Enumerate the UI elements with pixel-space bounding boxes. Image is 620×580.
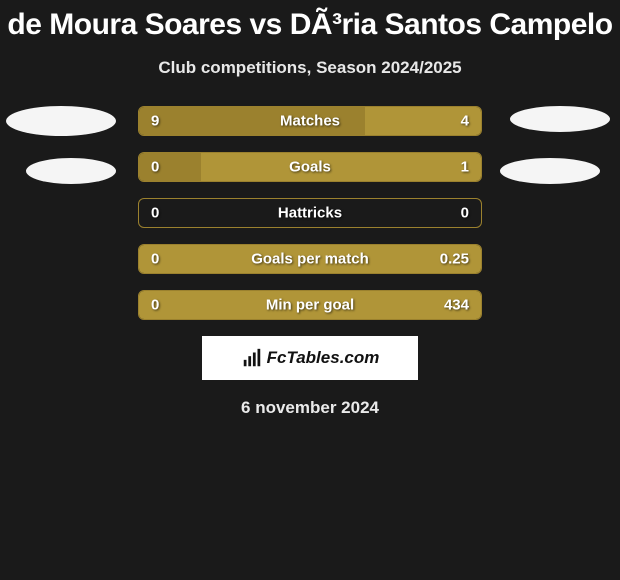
- row-label: Matches: [139, 113, 481, 130]
- comparison-row: 0Min per goal434: [138, 290, 482, 320]
- player-left-ellipse-1: [6, 106, 116, 136]
- comparison-row: 0Hattricks0: [138, 198, 482, 228]
- comparison-content: 9Matches40Goals10Hattricks00Goals per ma…: [0, 106, 620, 418]
- player-right-ellipse-2: [500, 158, 600, 184]
- page-title: de Moura Soares vs DÃ³ria Santos Campelo: [0, 0, 620, 42]
- row-value-right: 4: [461, 113, 469, 130]
- logo-box: FcTables.com: [202, 336, 418, 380]
- bar-chart-icon: [241, 347, 263, 369]
- player-left-ellipse-2: [26, 158, 116, 184]
- row-value-right: 1: [461, 159, 469, 176]
- row-label: Goals per match: [139, 251, 481, 268]
- logo-text: FcTables.com: [267, 348, 380, 368]
- row-label: Min per goal: [139, 297, 481, 314]
- row-value-right: 0.25: [440, 251, 469, 268]
- page-subtitle: Club competitions, Season 2024/2025: [0, 58, 620, 78]
- comparison-row: 0Goals per match0.25: [138, 244, 482, 274]
- date-text: 6 november 2024: [0, 398, 620, 418]
- row-value-right: 434: [444, 297, 469, 314]
- row-label: Goals: [139, 159, 481, 176]
- comparison-row: 9Matches4: [138, 106, 482, 136]
- row-label: Hattricks: [139, 205, 481, 222]
- player-right-ellipse-1: [510, 106, 610, 132]
- comparison-rows: 9Matches40Goals10Hattricks00Goals per ma…: [138, 106, 482, 320]
- row-value-right: 0: [461, 205, 469, 222]
- comparison-row: 0Goals1: [138, 152, 482, 182]
